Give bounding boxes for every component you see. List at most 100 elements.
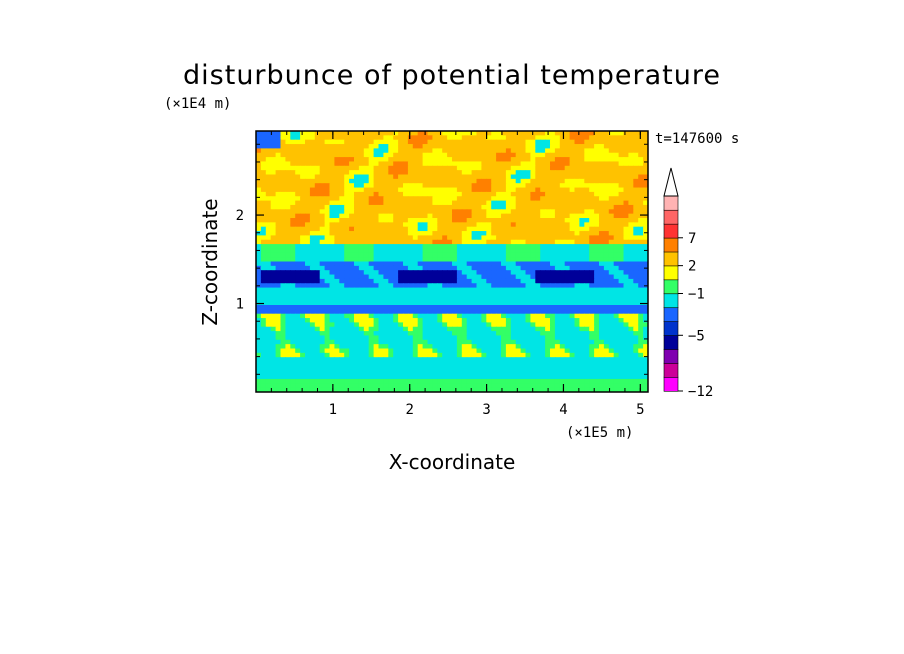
contour-cell <box>550 252 556 258</box>
contour-cell <box>496 322 502 328</box>
contour-cell <box>574 218 580 223</box>
contour-cell <box>505 209 512 215</box>
contour-cell <box>564 374 571 380</box>
contour-cell <box>613 378 620 384</box>
contour-cell <box>422 374 429 380</box>
contour-cell <box>618 200 625 206</box>
contour-cell <box>354 291 360 297</box>
contour-cell <box>334 387 340 392</box>
contour-cell <box>535 226 541 232</box>
contour-cell <box>319 196 326 202</box>
contour-cell <box>456 339 463 345</box>
contour-cell <box>432 135 438 141</box>
contour-cell <box>608 148 615 154</box>
contour-cell <box>589 191 595 197</box>
contour-cell <box>270 352 277 358</box>
contour-cell <box>476 157 482 163</box>
contour-cell <box>393 261 399 267</box>
contour-cell <box>466 174 473 180</box>
contour-cell <box>481 365 487 371</box>
contour-cell <box>476 374 482 380</box>
contour-cell <box>564 218 571 223</box>
contour-cell <box>461 326 468 332</box>
contour-cell <box>373 183 380 189</box>
contour-cell <box>491 204 497 210</box>
contour-cell <box>456 300 463 306</box>
contour-cell <box>608 139 615 145</box>
contour-cell <box>305 191 311 197</box>
contour-cell <box>398 374 404 380</box>
contour-cell <box>373 383 380 389</box>
contour-cell <box>339 270 345 276</box>
contour-cell <box>314 309 321 315</box>
contour-cell <box>412 296 419 302</box>
contour-cell <box>412 352 419 358</box>
contour-cell <box>515 339 522 345</box>
contour-cell <box>530 239 536 245</box>
contour-cell <box>309 226 316 232</box>
contour-cell <box>354 300 360 306</box>
contour-cell <box>349 352 355 358</box>
contour-cell <box>412 313 419 319</box>
contour-cell <box>447 135 453 141</box>
contour-cell <box>540 278 546 284</box>
contour-cell <box>442 361 448 367</box>
contour-cell <box>481 191 487 197</box>
contour-cell <box>339 374 345 380</box>
contour-cell <box>256 231 262 236</box>
contour-cell <box>613 318 620 323</box>
contour-cell <box>437 357 443 363</box>
contour-cell <box>344 157 350 163</box>
contour-cell <box>594 344 600 350</box>
contour-cell <box>305 139 311 145</box>
contour-cell <box>618 261 625 267</box>
contour-cell <box>628 209 634 215</box>
contour-cell <box>589 322 595 328</box>
contour-cell <box>270 357 277 363</box>
contour-cell <box>388 339 394 345</box>
contour-cell <box>608 226 615 232</box>
contour-cell <box>270 278 277 284</box>
contour-cell <box>412 248 419 254</box>
contour-cell <box>329 148 335 154</box>
contour-cell <box>579 296 585 302</box>
contour-cell <box>358 196 365 202</box>
contour-cell <box>363 278 370 284</box>
contour-cell <box>354 187 360 193</box>
contour-cell <box>412 265 419 271</box>
contour-cell <box>309 296 316 302</box>
contour-cell <box>496 174 502 180</box>
contour-cell <box>417 218 424 223</box>
contour-cell <box>603 352 610 358</box>
contour-cell <box>491 291 497 297</box>
contour-cell <box>515 283 522 289</box>
contour-cell <box>363 265 370 271</box>
contour-cell <box>427 231 433 236</box>
contour-cell <box>456 226 463 232</box>
contour-cell <box>559 209 566 215</box>
contour-cell <box>314 218 321 223</box>
contour-cell <box>275 278 282 284</box>
contour-cell <box>456 187 463 193</box>
contour-cell <box>476 252 482 258</box>
contour-cell <box>599 370 605 376</box>
contour-cell <box>520 257 527 263</box>
contour-cell <box>363 239 370 245</box>
contour-cell <box>628 191 634 197</box>
contour-cell <box>383 365 389 371</box>
contour-cell <box>476 196 482 202</box>
contour-cell <box>432 274 438 280</box>
contour-cell <box>300 218 306 223</box>
contour-cell <box>363 365 370 371</box>
contour-cell <box>564 183 571 189</box>
contour-cell <box>540 152 546 158</box>
contour-cell <box>574 365 580 371</box>
contour-cell <box>603 318 610 323</box>
contour-cell <box>270 309 277 315</box>
contour-cell <box>398 331 404 337</box>
contour-cell <box>329 300 335 306</box>
contour-cell <box>363 135 370 141</box>
contour-cell <box>589 157 595 163</box>
contour-cell <box>260 296 267 302</box>
contour-cell <box>550 309 556 315</box>
